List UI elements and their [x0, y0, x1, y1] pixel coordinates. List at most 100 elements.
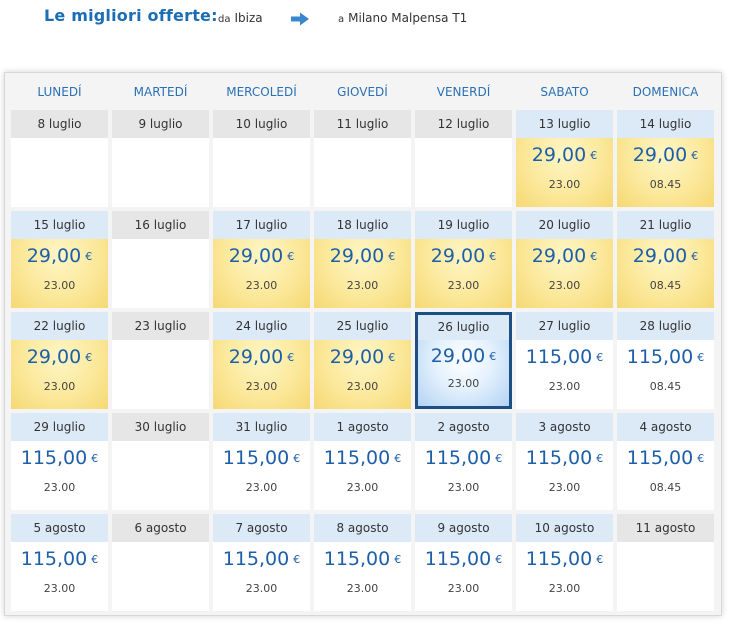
offers-header: Le migliori offerte: da Ibiza a Milano Mal…: [0, 0, 730, 40]
day-date: 13 luglio: [516, 110, 613, 138]
currency-symbol: €: [394, 553, 402, 566]
calendar-day-fare[interactable]: 31 luglio 115,00 €23.00: [213, 413, 310, 510]
calendar-day-fare[interactable]: 21 luglio 29,00 €08.45: [617, 211, 714, 308]
calendar-day-fare[interactable]: 1 agosto 115,00 €23.00: [314, 413, 411, 510]
fare-amount: 29,00: [632, 144, 688, 166]
departure-time: 08.45: [649, 481, 682, 494]
day-body: [112, 239, 209, 308]
calendar-day-fare[interactable]: 8 agosto 115,00 €23.00: [314, 514, 411, 611]
calendar-day-fare[interactable]: 10 agosto 115,00 €23.00: [516, 514, 613, 611]
currency-symbol: €: [287, 351, 295, 364]
calendar-day-fare[interactable]: 26 luglio 29,00 €23.00: [415, 312, 512, 409]
calendar-day-fare[interactable]: 29 luglio 115,00 € 23.00: [11, 413, 108, 510]
day-date: 20 luglio: [516, 211, 613, 239]
departure-time: 23.00: [346, 582, 379, 595]
currency-symbol: €: [394, 452, 402, 465]
currency-symbol: €: [85, 351, 93, 364]
day-date: 26 luglio: [418, 315, 509, 340]
fare-price: 29,00 €: [314, 245, 411, 267]
day-date: 22 luglio: [11, 312, 108, 340]
day-body: 115,00 €23.00: [314, 542, 411, 611]
currency-symbol: €: [590, 149, 598, 162]
departure-time: 23.00: [43, 582, 76, 595]
calendar-day-fare[interactable]: 13 luglio 29,00 € 23.00: [516, 110, 613, 207]
fare-price: 29,00 €: [617, 245, 714, 267]
currency-symbol: €: [596, 452, 604, 465]
day-body: [11, 138, 108, 207]
fare-price: 115,00 €: [11, 447, 108, 469]
calendar-day-fare[interactable]: 5 agosto 115,00 €23.00: [11, 514, 108, 611]
calendar-day-fare[interactable]: 24 luglio 29,00 €23.00: [213, 312, 310, 409]
day-body: 29,00 €08.45: [617, 239, 714, 308]
day-body: 29,00 €23.00: [314, 340, 411, 409]
fare-amount: 115,00: [323, 447, 391, 469]
weekday-header: MERCOLEDÍ: [226, 85, 297, 99]
calendar-day-fare[interactable]: 3 agosto 115,00 €23.00: [516, 413, 613, 510]
currency-symbol: €: [489, 350, 497, 363]
day-date: 31 luglio: [213, 413, 310, 441]
fare-price: 29,00 €: [213, 245, 310, 267]
calendar-day-fare[interactable]: 4 agosto 115,00 €08.45: [617, 413, 714, 510]
day-date: 10 luglio: [213, 110, 310, 138]
currency-symbol: €: [91, 452, 99, 465]
calendar-day-fare[interactable]: 28 luglio 115,00 €08.45: [617, 312, 714, 409]
fare-amount: 29,00: [228, 346, 284, 368]
fare-price: 29,00 €: [516, 144, 613, 166]
departure-time: 23.00: [346, 279, 379, 292]
currency-symbol: €: [697, 351, 705, 364]
fare-price: 115,00 €: [516, 346, 613, 368]
day-date: 30 luglio: [112, 413, 209, 441]
weekday-header: SABATO: [540, 85, 589, 99]
currency-symbol: €: [697, 452, 705, 465]
calendar-day-fare[interactable]: 9 agosto 115,00 €23.00: [415, 514, 512, 611]
day-date: 16 luglio: [112, 211, 209, 239]
fare-amount: 115,00: [626, 447, 694, 469]
day-date: 6 agosto: [112, 514, 209, 542]
calendar-day-fare[interactable]: 22 luglio 29,00 €23.00: [11, 312, 108, 409]
day-date: 14 luglio: [617, 110, 714, 138]
day-body: 29,00 € 23.00: [314, 239, 411, 308]
day-date: 3 agosto: [516, 413, 613, 441]
day-date: 9 luglio: [112, 110, 209, 138]
departure-time: 23.00: [43, 481, 76, 494]
calendar-day-fare[interactable]: 27 luglio 115,00 €23.00: [516, 312, 613, 409]
origin-city: Ibiza: [234, 11, 263, 25]
fare-price: 115,00 €: [11, 548, 108, 570]
weekday-header: GIOVEDÍ: [337, 85, 388, 99]
day-body: 29,00 € 23.00: [516, 138, 613, 207]
currency-symbol: €: [388, 250, 396, 263]
departure-time: 23.00: [447, 582, 480, 595]
calendar-day-fare[interactable]: 14 luglio 29,00 €08.45: [617, 110, 714, 207]
departure-time: 23.00: [548, 279, 581, 292]
departure-time: 23.00: [548, 178, 581, 191]
day-body: [617, 542, 714, 611]
calendar-day-fare[interactable]: 25 luglio 29,00 €23.00: [314, 312, 411, 409]
day-date: 7 agosto: [213, 514, 310, 542]
origin: da Ibiza: [218, 11, 263, 25]
day-date: 17 luglio: [213, 211, 310, 239]
fare-price: 29,00 €: [415, 245, 512, 267]
arrow-right-icon: [291, 12, 309, 26]
calendar-day-fare[interactable]: 15 luglio 29,00 €23.00: [11, 211, 108, 308]
calendar-day-fare[interactable]: 20 luglio 29,00 € 23.00: [516, 211, 613, 308]
fare-price: 29,00 €: [418, 345, 509, 367]
currency-symbol: €: [91, 553, 99, 566]
calendar-day-fare[interactable]: 2 agosto 115,00 €23.00: [415, 413, 512, 510]
calendar-day-fare[interactable]: 18 luglio 29,00 € 23.00: [314, 211, 411, 308]
day-date: 27 luglio: [516, 312, 613, 340]
calendar-day-fare[interactable]: 17 luglio 29,00 €23.00: [213, 211, 310, 308]
fare-price: 29,00 €: [516, 245, 613, 267]
departure-time: 23.00: [346, 481, 379, 494]
day-date: 11 luglio: [314, 110, 411, 138]
day-date: 10 agosto: [516, 514, 613, 542]
calendar-day-fare[interactable]: 19 luglio 29,00 €23.00: [415, 211, 512, 308]
calendar-day-fare[interactable]: 7 agosto 115,00 €23.00: [213, 514, 310, 611]
day-date: 18 luglio: [314, 211, 411, 239]
fare-amount: 115,00: [323, 548, 391, 570]
departure-time: 23.00: [245, 582, 278, 595]
weekday-header: LUNEDÍ: [37, 85, 82, 99]
day-date: 19 luglio: [415, 211, 512, 239]
day-date: 24 luglio: [213, 312, 310, 340]
day-date: 29 luglio: [11, 413, 108, 441]
day-body: [112, 138, 209, 207]
